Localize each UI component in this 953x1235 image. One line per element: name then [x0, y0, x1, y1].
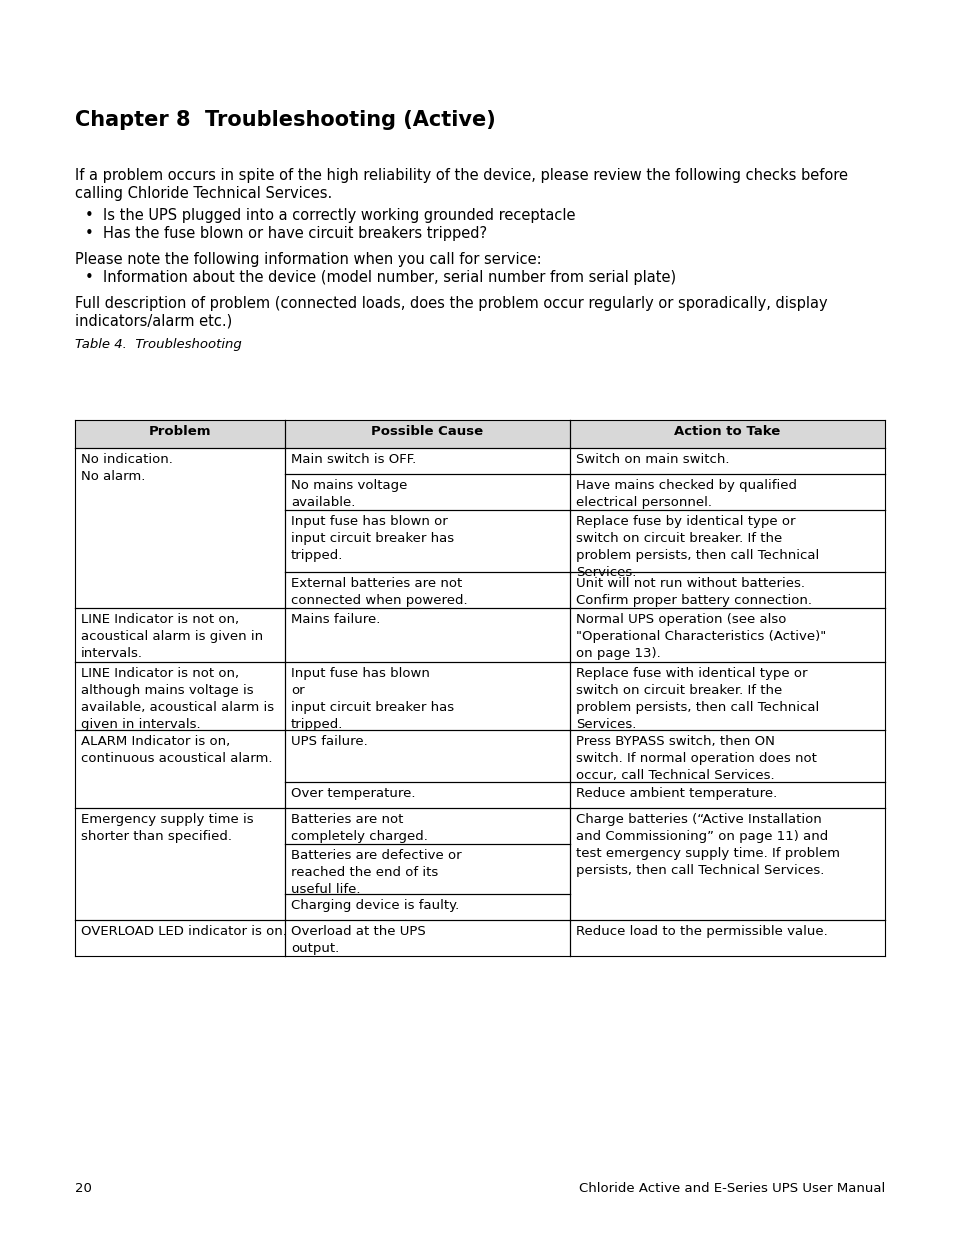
Text: Have mains checked by qualified
electrical personnel.: Have mains checked by qualified electric… — [576, 479, 796, 509]
Text: Batteries are defective or
reached the end of its
useful life.: Batteries are defective or reached the e… — [291, 848, 461, 897]
Text: Full description of problem (connected loads, does the problem occur regularly o: Full description of problem (connected l… — [75, 296, 827, 311]
Text: Please note the following information when you call for service:: Please note the following information wh… — [75, 252, 541, 267]
Text: No mains voltage
available.: No mains voltage available. — [291, 479, 407, 509]
Bar — [285, 420, 569, 448]
Text: ALARM Indicator is on,
continuous acoustical alarm.: ALARM Indicator is on, continuous acoust… — [81, 735, 273, 764]
Text: Replace fuse by identical type or
switch on circuit breaker. If the
problem pers: Replace fuse by identical type or switch… — [576, 515, 819, 579]
Text: Chloride Active and E-Series UPS User Manual: Chloride Active and E-Series UPS User Ma… — [578, 1182, 884, 1195]
Text: Reduce load to the permissible value.: Reduce load to the permissible value. — [576, 925, 827, 939]
Text: •  Has the fuse blown or have circuit breakers tripped?: • Has the fuse blown or have circuit bre… — [85, 226, 487, 241]
Text: Switch on main switch.: Switch on main switch. — [576, 453, 729, 466]
Text: Mains failure.: Mains failure. — [291, 613, 380, 626]
Text: Table 4.  Troubleshooting: Table 4. Troubleshooting — [75, 338, 241, 351]
Text: External batteries are not
connected when powered.: External batteries are not connected whe… — [291, 577, 467, 606]
Text: Input fuse has blown or
input circuit breaker has
tripped.: Input fuse has blown or input circuit br… — [291, 515, 454, 562]
Text: Possible Cause: Possible Cause — [371, 425, 483, 438]
Text: Chapter 8  Troubleshooting (Active): Chapter 8 Troubleshooting (Active) — [75, 110, 496, 130]
Text: Emergency supply time is
shorter than specified.: Emergency supply time is shorter than sp… — [81, 813, 253, 844]
Text: Batteries are not
completely charged.: Batteries are not completely charged. — [291, 813, 428, 844]
Bar — [569, 420, 884, 448]
Text: Charging device is faulty.: Charging device is faulty. — [291, 899, 458, 911]
Text: Press BYPASS switch, then ON
switch. If normal operation does not
occur, call Te: Press BYPASS switch, then ON switch. If … — [576, 735, 816, 782]
Text: Reduce ambient temperature.: Reduce ambient temperature. — [576, 787, 777, 800]
Text: Unit will not run without batteries.
Confirm proper battery connection.: Unit will not run without batteries. Con… — [576, 577, 811, 606]
Text: LINE Indicator is not on,
acoustical alarm is given in
intervals.: LINE Indicator is not on, acoustical ala… — [81, 613, 263, 659]
Text: Normal UPS operation (see also
"Operational Characteristics (Active)"
on page 13: Normal UPS operation (see also "Operatio… — [576, 613, 825, 659]
Text: Input fuse has blown
or
input circuit breaker has
tripped.: Input fuse has blown or input circuit br… — [291, 667, 454, 731]
Text: No indication.
No alarm.: No indication. No alarm. — [81, 453, 172, 483]
Text: Problem: Problem — [149, 425, 211, 438]
Text: •  Information about the device (model number, serial number from serial plate): • Information about the device (model nu… — [85, 270, 676, 285]
Text: Replace fuse with identical type or
switch on circuit breaker. If the
problem pe: Replace fuse with identical type or swit… — [576, 667, 819, 731]
Text: Charge batteries (“Active Installation
and Commissioning” on page 11) and
test e: Charge batteries (“Active Installation a… — [576, 813, 840, 877]
Text: UPS failure.: UPS failure. — [291, 735, 367, 748]
Text: LINE Indicator is not on,
although mains voltage is
available, acoustical alarm : LINE Indicator is not on, although mains… — [81, 667, 274, 731]
Text: Over temperature.: Over temperature. — [291, 787, 416, 800]
Text: Action to Take: Action to Take — [674, 425, 780, 438]
Text: OVERLOAD LED indicator is on.: OVERLOAD LED indicator is on. — [81, 925, 287, 939]
Text: If a problem occurs in spite of the high reliability of the device, please revie: If a problem occurs in spite of the high… — [75, 168, 847, 183]
Text: •  Is the UPS plugged into a correctly working grounded receptacle: • Is the UPS plugged into a correctly wo… — [85, 207, 575, 224]
Text: Overload at the UPS
output.: Overload at the UPS output. — [291, 925, 425, 955]
Bar — [75, 420, 285, 448]
Text: Main switch is OFF.: Main switch is OFF. — [291, 453, 416, 466]
Text: calling Chloride Technical Services.: calling Chloride Technical Services. — [75, 186, 332, 201]
Text: indicators/alarm etc.): indicators/alarm etc.) — [75, 314, 232, 329]
Text: 20: 20 — [75, 1182, 91, 1195]
